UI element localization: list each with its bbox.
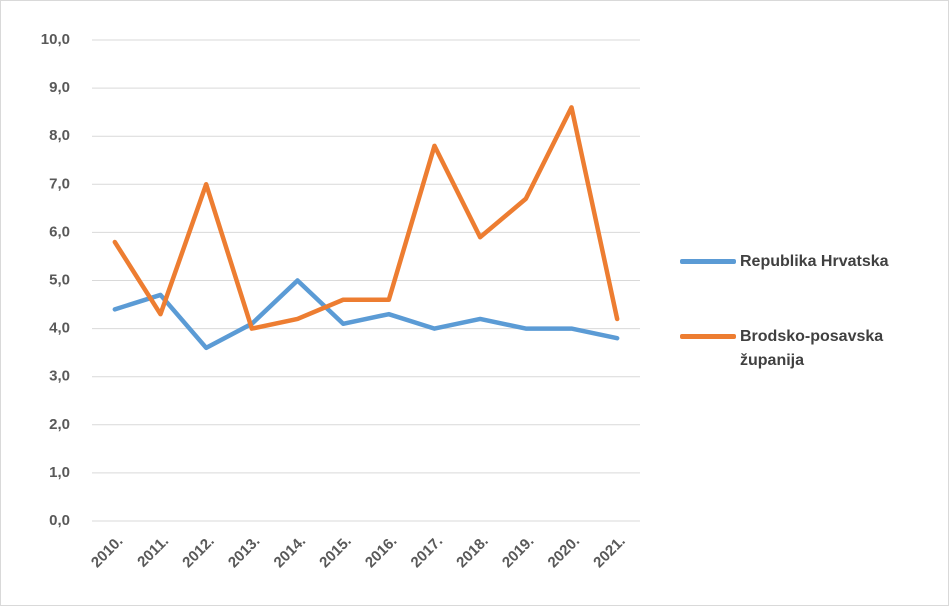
x-tick-label: 2021.: [590, 533, 629, 572]
legend-item: Republika Hrvatska: [680, 250, 915, 274]
y-tick-label: 2,0: [49, 416, 70, 433]
x-tick-label: 2012.: [179, 533, 218, 572]
y-tick-label: 5,0: [49, 271, 70, 288]
x-tick-label: 2015.: [316, 533, 355, 572]
y-tick-label: 6,0: [49, 223, 70, 240]
legend-label: Republika Hrvatska: [740, 253, 889, 270]
x-tick-label: 2016.: [362, 533, 401, 572]
series-line: [112, 278, 620, 351]
x-tick-label: 2014.: [271, 533, 310, 572]
legend-label: Brodsko-posavska županija: [740, 328, 884, 369]
x-tick-label: 2017.: [408, 533, 447, 572]
legend-swatch: [680, 334, 736, 339]
x-tick-label: 2019.: [499, 533, 538, 572]
x-tick-label: 2010.: [88, 533, 127, 572]
y-tick-label: 8,0: [49, 127, 70, 144]
series-line: [112, 105, 620, 331]
x-tick-label: 2018.: [453, 533, 492, 572]
y-tick-label: 9,0: [49, 79, 70, 96]
y-tick-label: 3,0: [49, 368, 70, 385]
x-tick-label: 2013.: [225, 533, 264, 572]
x-tick-label: 2020.: [545, 533, 584, 572]
y-tick-label: 10,0: [41, 31, 70, 48]
legend-item: Brodsko-posavska županija: [680, 325, 915, 373]
y-tick-label: 0,0: [49, 512, 70, 529]
y-tick-label: 1,0: [49, 464, 70, 481]
x-tick-label: 2011.: [134, 533, 172, 571]
y-tick-label: 7,0: [49, 175, 70, 192]
y-tick-label: 4,0: [49, 320, 70, 337]
legend-swatch: [680, 259, 736, 264]
